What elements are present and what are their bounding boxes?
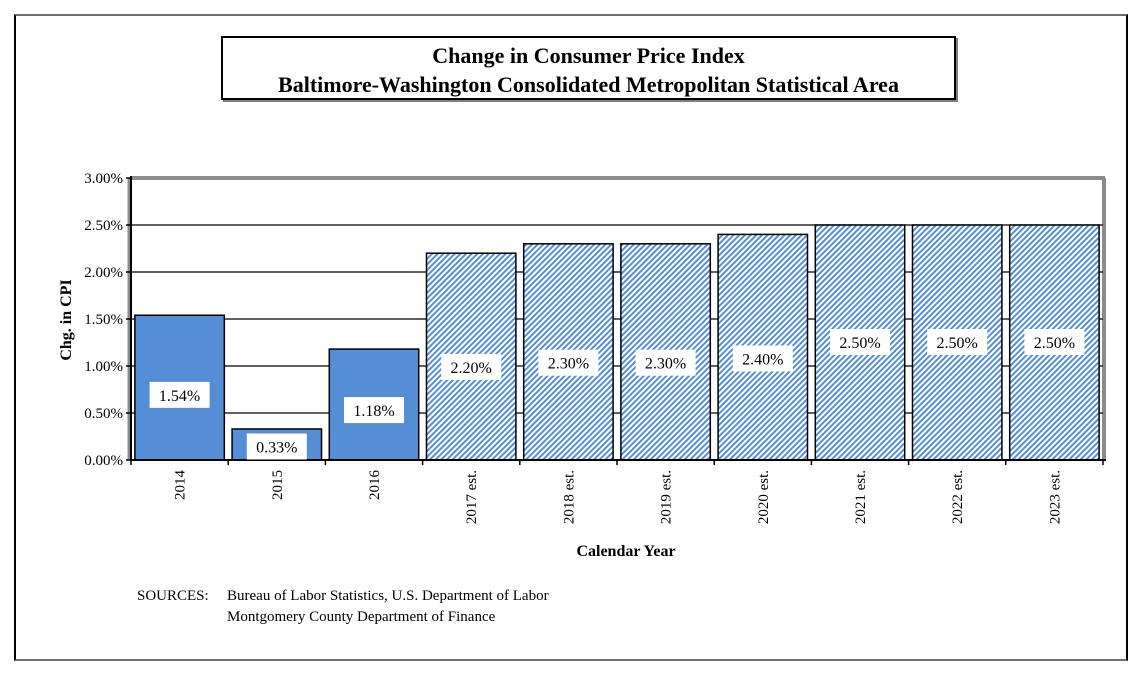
data-label: 2.50% bbox=[1024, 329, 1085, 355]
sources-note: SOURCES: Bureau of Labor Statistics, U.S.… bbox=[137, 586, 549, 628]
data-label-bg bbox=[927, 329, 988, 355]
y-tick-label: 2.00% bbox=[84, 265, 123, 281]
data-label-bg bbox=[246, 433, 307, 460]
y-tick-label: 0.00% bbox=[84, 453, 123, 469]
x-tick-label: 2020 est. bbox=[756, 470, 772, 524]
axes bbox=[126, 176, 1106, 465]
x-tick-label: 2017 est. bbox=[464, 470, 480, 524]
y-axis-label: Chg. in CPI bbox=[58, 279, 75, 360]
data-label-bg bbox=[441, 353, 502, 380]
data-label-text: 2.20% bbox=[451, 360, 492, 377]
source-line: Montgomery County Department of Finance bbox=[227, 609, 496, 625]
x-tick-label: 2019 est. bbox=[659, 470, 675, 524]
y-tick-label: 1.00% bbox=[84, 359, 123, 375]
y-tick-labels: 0.00% 0.50% 1.00% 1.50% 2.00% 2.50% 3.00% bbox=[84, 171, 123, 469]
data-label-text: 1.18% bbox=[353, 403, 394, 420]
data-label-text: 2.50% bbox=[1034, 335, 1075, 352]
y-tick-label: 3.00% bbox=[84, 171, 123, 187]
x-axis-label: Calendar Year bbox=[576, 543, 675, 560]
data-label: 2.50% bbox=[927, 329, 988, 355]
data-label-text: 2.30% bbox=[548, 356, 589, 373]
data-label-text: 2.50% bbox=[839, 335, 880, 352]
data-label-bg bbox=[732, 345, 793, 372]
data-label-text: 2.50% bbox=[937, 335, 978, 352]
y-tick-label: 0.50% bbox=[84, 406, 123, 422]
data-label-bg bbox=[344, 397, 404, 424]
chart-subtitle: Baltimore-Washington Consolidated Metrop… bbox=[278, 72, 899, 97]
data-label-text: 0.33% bbox=[256, 439, 297, 456]
x-tick-label: 2014 bbox=[173, 470, 189, 501]
data-label-text: 2.30% bbox=[645, 356, 686, 373]
data-label: 2.40% bbox=[732, 345, 793, 372]
data-label: 2.30% bbox=[635, 349, 696, 376]
data-label: 1.54% bbox=[149, 381, 210, 408]
x-tick-label: 2016 bbox=[367, 470, 383, 501]
source-line: Bureau of Labor Statistics, U.S. Departm… bbox=[227, 588, 549, 604]
sources-label: SOURCES: bbox=[137, 588, 209, 604]
x-tick-label: 2023 est. bbox=[1047, 470, 1063, 524]
x-tick-label: 2021 est. bbox=[853, 470, 869, 524]
data-label: 0.33% bbox=[246, 433, 307, 460]
data-label-text: 2.40% bbox=[742, 351, 783, 368]
data-label-bg bbox=[149, 381, 210, 408]
data-label: 1.18% bbox=[344, 397, 404, 424]
chart-title-box: Change in Consumer Price Index Baltimore… bbox=[221, 36, 956, 100]
x-tick-labels: 2014 2015 2016 2017 est. 2018 est. 2019 est. 2… bbox=[173, 470, 1064, 525]
data-label-bg bbox=[830, 329, 890, 355]
x-tick-label: 2018 est. bbox=[561, 470, 577, 524]
x-tick-label: 2022 est. bbox=[950, 470, 966, 524]
data-label-bg bbox=[538, 349, 599, 376]
y-tick-label: 2.50% bbox=[84, 218, 123, 234]
x-tick-label: 2015 bbox=[270, 470, 286, 500]
chart-frame bbox=[14, 14, 1128, 661]
data-label: 2.30% bbox=[538, 349, 599, 376]
data-label: 2.20% bbox=[441, 353, 502, 380]
y-tick-label: 1.50% bbox=[84, 312, 123, 328]
data-label-bg bbox=[635, 349, 696, 376]
data-label-text: 1.54% bbox=[159, 388, 200, 405]
data-labels: 1.54% 0.33% 1.18% 2.20% 2.30% 2.30% 2.40% 2.50%… bbox=[149, 329, 1085, 460]
data-label-bg bbox=[1024, 329, 1085, 355]
data-label: 2.50% bbox=[830, 329, 890, 355]
chart-title: Change in Consumer Price Index bbox=[432, 43, 745, 68]
